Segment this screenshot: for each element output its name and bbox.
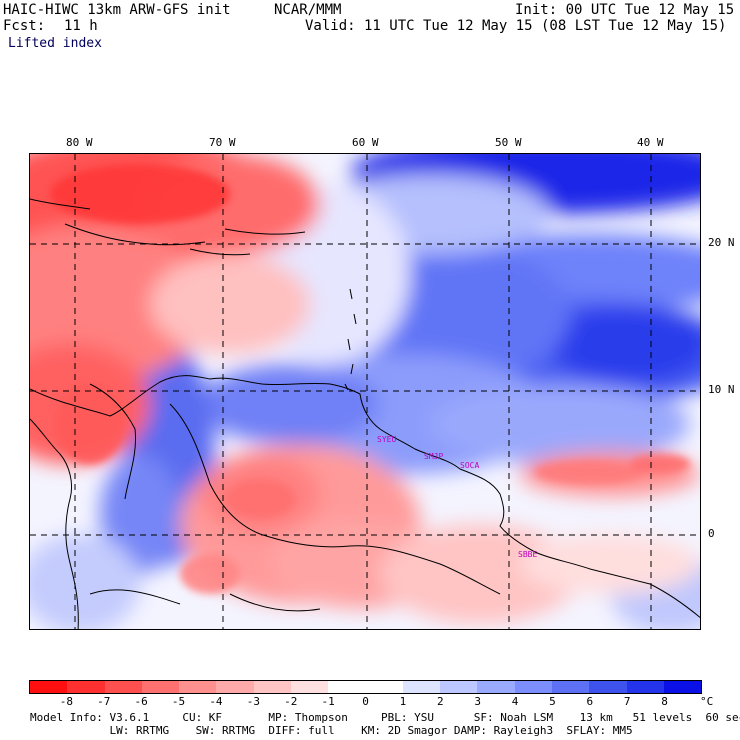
colorbar-tick-label: 2 [436,695,444,708]
init-time: Init: 00 UTC Tue 12 May 15 [515,2,735,18]
colorbar-segment [216,681,254,693]
colorbar-segment [141,681,180,693]
forecast-label: Fcst: [3,18,46,34]
lon-label-60w: 60 W [352,136,379,149]
colorbar-segment [67,681,105,693]
colorbar-tick-label: -6 [134,695,148,708]
colorbar-segment [589,681,627,693]
model-info-line2: LW: RRTMG SW: RRTMG DIFF: full KM: 2D Sm… [30,724,633,737]
colorbar-segment [328,681,366,693]
model-info-line1: Model Info: V3.6.1 CU: KF MP: Thompson P… [30,711,740,724]
red-patches [50,164,690,594]
model-title: HAIC-HIWC 13km ARW-GFS init [3,2,231,18]
lat-label-20n: 20 N [708,236,735,249]
graticule [30,154,700,629]
coastlines [30,198,700,629]
colorbar-tick-label: -4 [209,695,223,708]
colorbar-segment [440,681,478,693]
colorbar-tick-label: 3 [474,695,481,708]
colorbar-tick-label: 8 [661,695,668,708]
colorbar-segment [290,681,329,693]
colorbar-tick-label: -5 [171,695,186,708]
organization-label: NCAR/MMM [274,2,342,18]
colorbar-segment [402,681,441,693]
colorbar-segment [663,681,702,693]
colorbar-segment [253,681,291,693]
colorbar-tick-label: -3 [246,695,260,708]
colorbar-unit: °C [700,695,714,708]
station-smjp: SMJP [424,452,444,461]
lon-label-70w: 70 W [209,136,236,149]
colorbar-segment [626,681,664,693]
colorbar-segment [514,681,552,693]
colorbar-tick-label: -1 [321,695,335,708]
colorbar-tick-label: -8 [59,695,73,708]
colorbar-segment [104,681,142,693]
colorbar-tick-label: 6 [586,695,594,708]
colorbar [29,680,702,694]
lat-label-0: 0 [708,527,715,540]
field-name: Lifted index [8,36,102,51]
colorbar-tick-label: 5 [549,695,556,708]
colorbar-segment [30,681,68,693]
lifted-index-map: SYEU SMJP SOCA SBBE [29,153,701,630]
colorbar-tick-label: -2 [284,695,298,708]
colorbar-tick-label: 4 [511,695,519,708]
colorbar-segment [179,681,217,693]
colorbar-tick-label: 7 [623,695,631,708]
lon-label-40w: 40 W [637,136,664,149]
colorbar-tick-label: -7 [97,695,111,708]
forecast-hour: 11 h [64,18,98,34]
lon-label-80w: 80 W [66,136,93,149]
station-syeu: SYEU [377,435,397,444]
valid-time: Valid: 11 UTC Tue 12 May 15 (08 LST Tue … [305,18,727,34]
lon-label-50w: 50 W [495,136,522,149]
station-soca: SOCA [460,461,480,470]
colorbar-segment [477,681,515,693]
colorbar-tick-label: 0 [362,695,369,708]
colorbar-tick-label: 1 [399,695,407,708]
map-canvas [30,154,700,629]
colorbar-segment [365,681,403,693]
station-sbbe: SBBE [518,550,538,559]
lat-label-10n: 10 N [708,383,735,396]
colorbar-segment [551,681,590,693]
field-shading [30,154,700,629]
